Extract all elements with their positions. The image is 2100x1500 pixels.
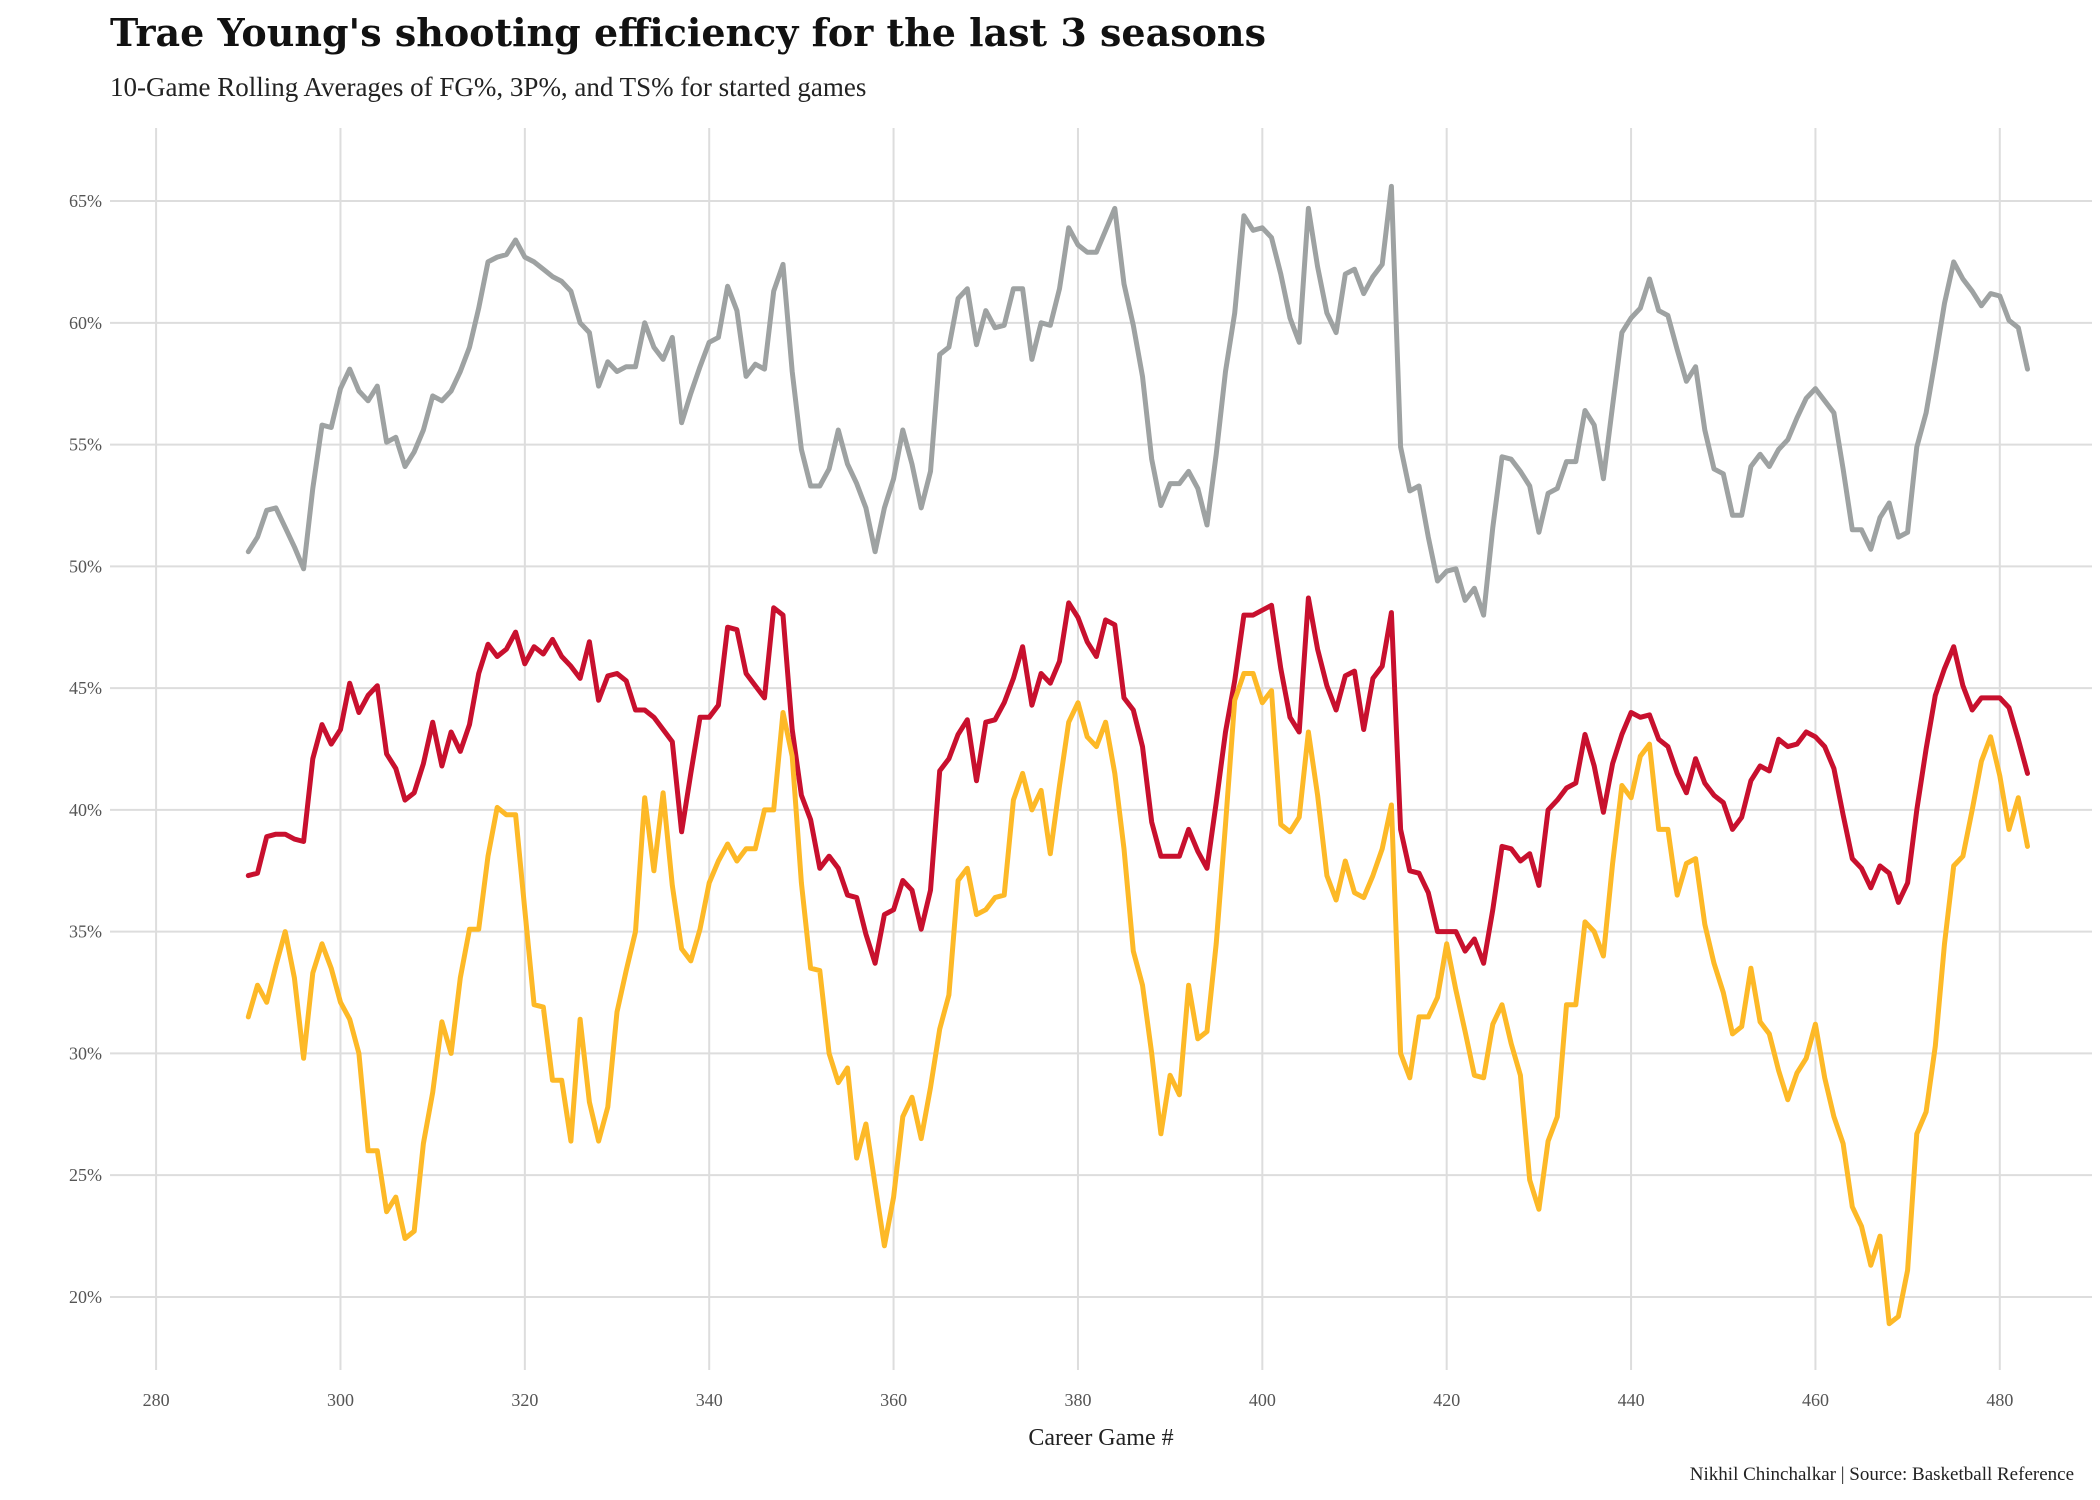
y-tick-label: 50% bbox=[69, 556, 102, 576]
y-tick-label: 65% bbox=[69, 191, 102, 211]
y-tick-label: 20% bbox=[69, 1287, 102, 1307]
y-tick-label: 30% bbox=[69, 1043, 102, 1063]
x-tick-label: 480 bbox=[1986, 1390, 2013, 1410]
series-line-3 bbox=[245, 671, 2030, 1327]
x-tick-label: 300 bbox=[327, 1390, 354, 1410]
series-line-2 bbox=[245, 595, 2030, 966]
y-tick-label: 35% bbox=[69, 922, 102, 942]
chart-title: Trae Young's shooting efficiency for the… bbox=[110, 10, 1266, 55]
x-tick-label: 280 bbox=[143, 1390, 170, 1410]
x-tick-label: 340 bbox=[696, 1390, 723, 1410]
x-tick-label: 380 bbox=[1064, 1390, 1091, 1410]
series-layer bbox=[245, 183, 2030, 1327]
y-tick-label: 45% bbox=[69, 678, 102, 698]
y-tick-label: 55% bbox=[69, 435, 102, 455]
y-tick-label: 40% bbox=[69, 800, 102, 820]
x-axis-title: Career Game # bbox=[1028, 1425, 1173, 1451]
y-tick-label: 60% bbox=[69, 313, 102, 333]
grid-layer bbox=[110, 128, 2092, 1370]
tick-layer: 20% 25% 30% 35% 40% 45% 50% 55% 60% 65% 280 300 320 3… bbox=[69, 191, 2013, 1410]
y-tick-label: 25% bbox=[69, 1165, 102, 1185]
chart-subtitle: 10-Game Rolling Averages of FG%, 3P%, an… bbox=[110, 72, 867, 102]
series-line-1 bbox=[245, 183, 2030, 618]
x-tick-label: 420 bbox=[1433, 1390, 1460, 1410]
x-tick-label: 360 bbox=[880, 1390, 907, 1410]
x-tick-label: 460 bbox=[1802, 1390, 1829, 1410]
x-tick-label: 320 bbox=[511, 1390, 538, 1410]
x-tick-label: 400 bbox=[1249, 1390, 1276, 1410]
chart-caption: Nikhil Chinchalkar | Source: Basketball … bbox=[1689, 1464, 2074, 1485]
x-tick-label: 440 bbox=[1618, 1390, 1645, 1410]
